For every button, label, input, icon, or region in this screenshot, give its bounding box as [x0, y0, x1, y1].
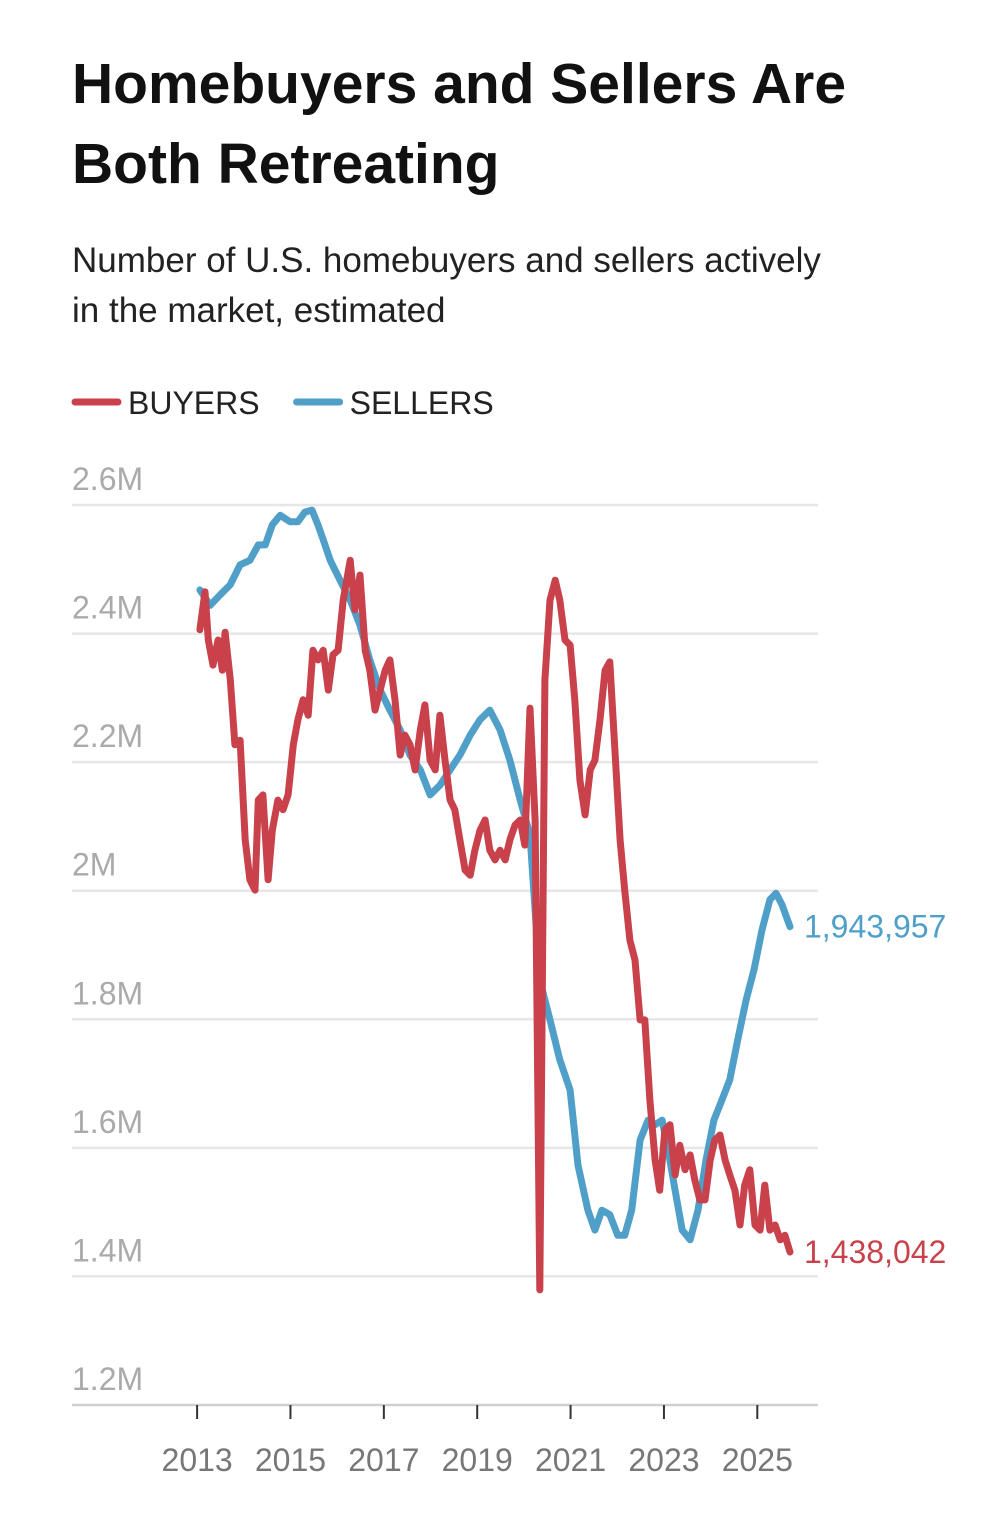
x-tick-label: 2019	[442, 1442, 513, 1478]
y-tick-label: 1.8M	[72, 975, 143, 1011]
x-tick-label: 2025	[722, 1442, 793, 1478]
chart-subtitle: Number of U.S. homebuyers and sellers ac…	[72, 241, 821, 330]
series-line	[196, 556, 794, 1294]
end-label: 1,943,957	[804, 909, 946, 945]
x-tick-label: 2017	[348, 1442, 419, 1478]
y-tick-label: 2.4M	[72, 590, 143, 626]
end-label: 1,438,042	[804, 1234, 946, 1270]
x-tick-label: 2015	[255, 1442, 326, 1478]
y-tick-label: 1.4M	[72, 1232, 143, 1268]
y-tick-label: 1.2M	[72, 1361, 143, 1397]
x-tick-label: 2021	[535, 1442, 606, 1478]
x-tick-label: 2023	[628, 1442, 699, 1478]
legend-label: SELLERS	[350, 385, 494, 421]
y-tick-label: 2.2M	[72, 718, 143, 754]
chart-title: Homebuyers and Sellers Are Both Retreati…	[72, 52, 847, 196]
y-tick-label: 2.6M	[72, 461, 143, 497]
series-line	[196, 506, 794, 1244]
y-tick-label: 2M	[72, 847, 116, 883]
x-tick-label: 2013	[162, 1442, 233, 1478]
legend-label: BUYERS	[128, 385, 260, 421]
y-tick-label: 1.6M	[72, 1104, 143, 1140]
